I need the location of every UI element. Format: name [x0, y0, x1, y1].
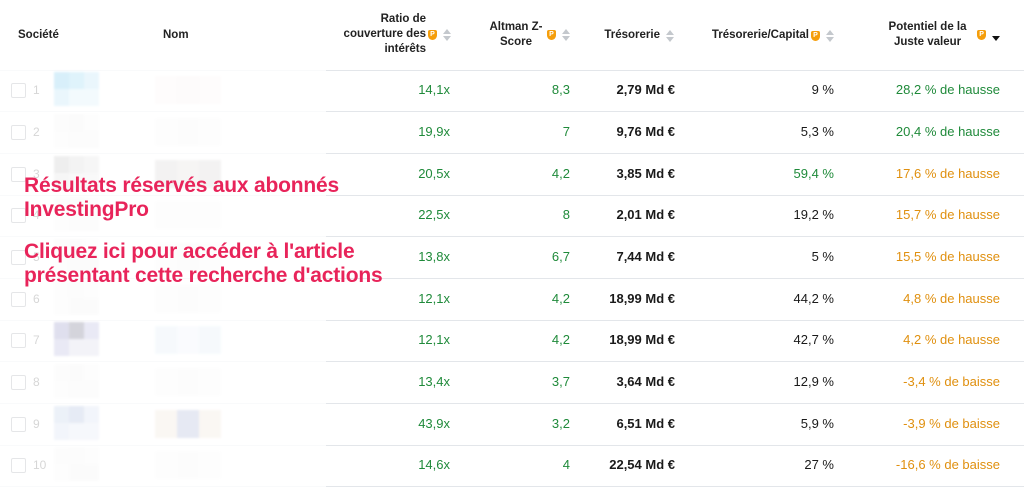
header-tresorerie-capital[interactable]: Trésorerie/Capital P: [700, 28, 834, 43]
ratio-cell: 43,9x: [418, 416, 450, 431]
ratio-cell: 13,4x: [418, 374, 450, 389]
tresorerie-cell: 2,01 Md €: [616, 207, 675, 222]
pro-badge-icon: P: [428, 29, 437, 40]
sort-icon[interactable]: [443, 28, 451, 41]
potentiel-cell: 4,8 % de hausse: [903, 291, 1000, 306]
potentiel-cell: 28,2 % de hausse: [895, 82, 1000, 97]
header-ratio[interactable]: Ratio de couverture des intérêts P: [325, 12, 451, 57]
altman-cell: 3,2: [551, 416, 570, 431]
paywall-overlay[interactable]: [0, 70, 326, 495]
ratio-cell: 13,8x: [418, 249, 450, 264]
potentiel-cell: 15,5 % de hausse: [895, 249, 1000, 264]
potentiel-cell: -16,6 % de baisse: [895, 457, 1000, 472]
ratio-cell: 22,5x: [418, 207, 450, 222]
pro-badge-icon: P: [811, 30, 820, 41]
tresorerie-capital-cell: 5,3 %: [800, 124, 834, 139]
altman-cell: 7: [562, 124, 570, 139]
tresorerie-cell: 18,99 Md €: [609, 291, 675, 306]
tresorerie-capital-cell: 12,9 %: [793, 374, 834, 389]
ratio-cell: 12,1x: [418, 291, 450, 306]
potentiel-cell: -3,4 % de baisse: [903, 374, 1000, 389]
tresorerie-capital-cell: 5,9 %: [800, 416, 834, 431]
ratio-cell: 14,1x: [418, 82, 450, 97]
table-header: Société Nom Ratio de couverture des inté…: [0, 0, 1024, 71]
tresorerie-cell: 2,79 Md €: [616, 82, 675, 97]
altman-cell: 8: [562, 207, 570, 222]
altman-cell: 4,2: [551, 166, 570, 181]
tresorerie-capital-cell: 44,2 %: [793, 291, 834, 306]
tresorerie-cell: 9,76 Md €: [616, 124, 675, 139]
potentiel-cell: 17,6 % de hausse: [895, 166, 1000, 181]
tresorerie-capital-cell: 5 %: [811, 249, 834, 264]
altman-cell: 4,2: [551, 332, 570, 347]
header-altman[interactable]: Altman Z-Score P: [476, 20, 570, 50]
tresorerie-capital-cell: 9 %: [811, 82, 834, 97]
altman-cell: 3,7: [551, 374, 570, 389]
header-potentiel[interactable]: Potentiel de la Juste valeur P: [880, 20, 1000, 50]
header-societe[interactable]: Société: [18, 29, 59, 41]
header-nom[interactable]: Nom: [163, 29, 189, 41]
sort-icon[interactable]: [826, 29, 834, 42]
tresorerie-cell: 7,44 Md €: [616, 249, 675, 264]
pro-badge-icon: P: [547, 30, 556, 40]
potentiel-cell: 4,2 % de hausse: [903, 332, 1000, 347]
tresorerie-cell: 22,54 Md €: [609, 457, 675, 472]
sort-icon[interactable]: [562, 29, 570, 41]
potentiel-cell: 20,4 % de hausse: [895, 124, 1000, 139]
ratio-cell: 20,5x: [418, 166, 450, 181]
pro-badge-icon: P: [977, 30, 986, 40]
ratio-cell: 14,6x: [418, 457, 450, 472]
tresorerie-capital-cell: 42,7 %: [793, 332, 834, 347]
altman-cell: 4,2: [551, 291, 570, 306]
potentiel-cell: -3,9 % de baisse: [903, 416, 1000, 431]
tresorerie-cell: 18,99 Md €: [609, 332, 675, 347]
tresorerie-cell: 3,64 Md €: [616, 374, 675, 389]
promo-article-link[interactable]: Cliquez ici pour accéder à l'article pré…: [24, 240, 383, 287]
tresorerie-capital-cell: 59,4 %: [793, 166, 834, 181]
promo-subscribers-text[interactable]: Résultats réservés aux abonnés Investing…: [24, 174, 339, 221]
altman-cell: 6,7: [551, 249, 570, 264]
tresorerie-capital-cell: 19,2 %: [793, 207, 834, 222]
altman-cell: 4: [562, 457, 570, 472]
header-tresorerie[interactable]: Trésorerie: [590, 28, 674, 43]
sort-icon[interactable]: [666, 29, 674, 42]
sort-desc-icon[interactable]: [992, 29, 1000, 41]
potentiel-cell: 15,7 % de hausse: [895, 207, 1000, 222]
altman-cell: 8,3: [551, 82, 570, 97]
tresorerie-capital-cell: 27 %: [804, 457, 834, 472]
ratio-cell: 19,9x: [418, 124, 450, 139]
tresorerie-cell: 6,51 Md €: [616, 416, 675, 431]
ratio-cell: 12,1x: [418, 332, 450, 347]
tresorerie-cell: 3,85 Md €: [616, 166, 675, 181]
